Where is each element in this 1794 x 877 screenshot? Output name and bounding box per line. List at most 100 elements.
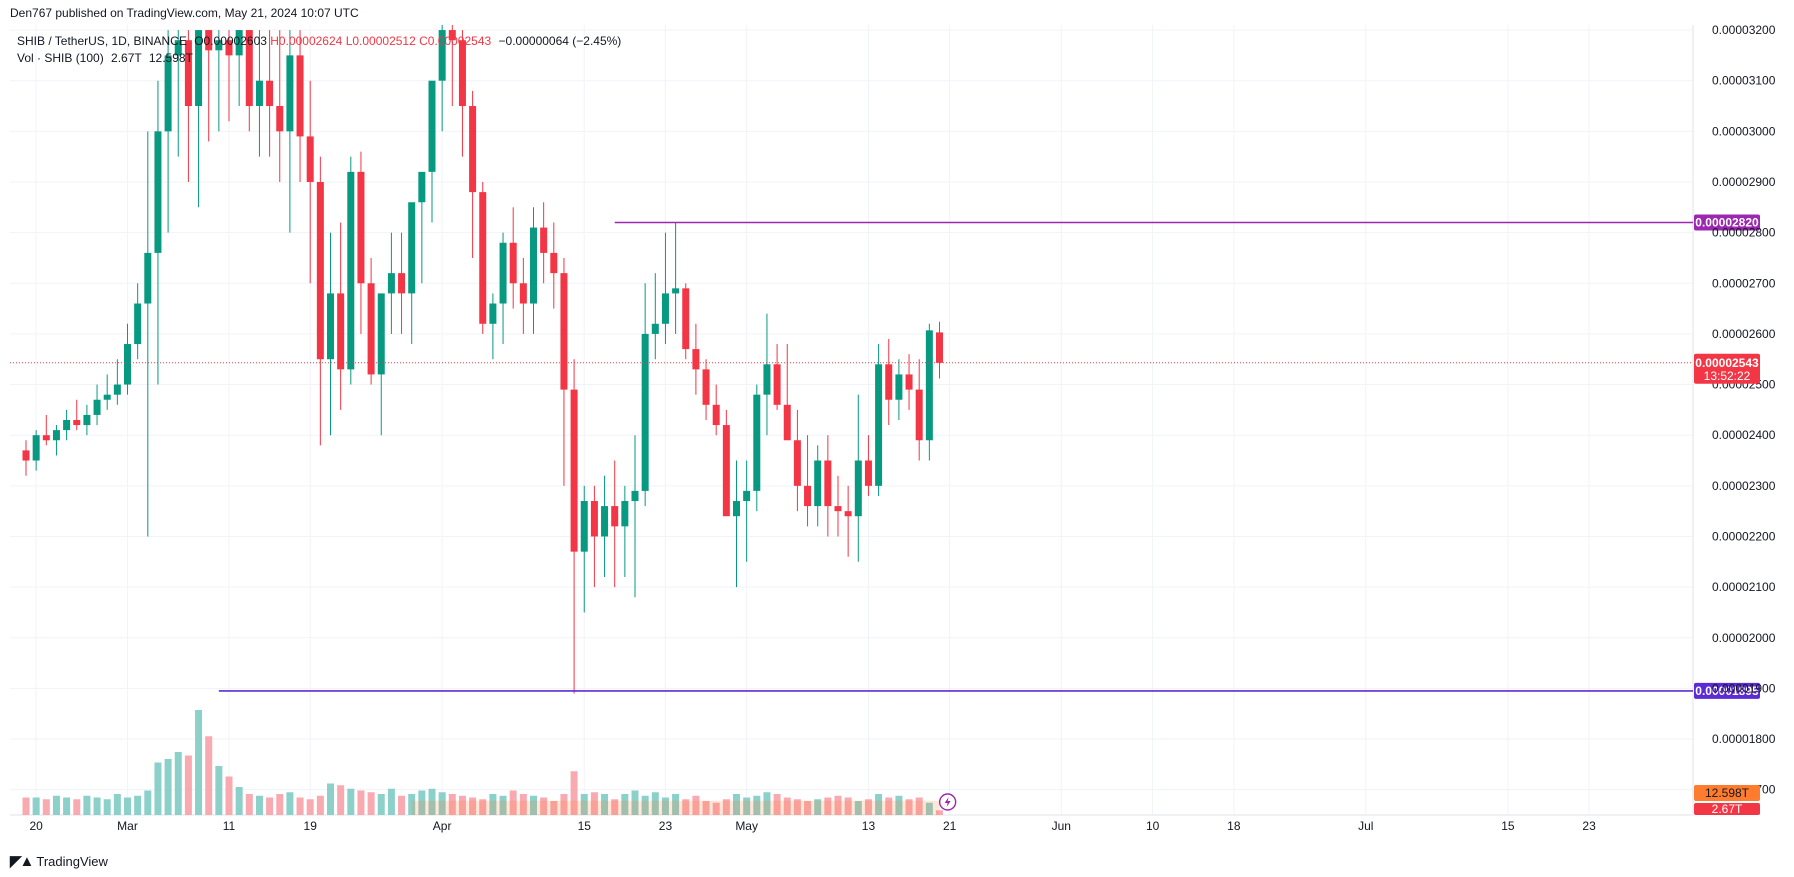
- candle-up: [215, 40, 223, 51]
- volume-bar: [458, 795, 466, 815]
- candle-down: [570, 389, 578, 552]
- volume-bar: [793, 799, 801, 815]
- volume-badge-value: 2.67T: [1712, 802, 1743, 816]
- candle-up: [651, 323, 659, 334]
- volume-bar: [377, 794, 385, 815]
- candle-up: [418, 171, 426, 203]
- date-axis-label: 19: [304, 819, 318, 833]
- publisher-line: Den767 published on TradingView.com, May…: [10, 6, 359, 20]
- price-axis-label: 0.00002900: [1712, 175, 1776, 189]
- candle-up: [580, 501, 588, 552]
- candle-down: [479, 192, 487, 324]
- last-price-value: 0.00002543: [1695, 356, 1759, 370]
- candle-down: [458, 40, 466, 107]
- candle-down: [702, 369, 710, 405]
- candle-down: [448, 30, 456, 41]
- candle-down: [793, 440, 801, 486]
- tradingview-brand: TradingView: [36, 853, 108, 869]
- tradingview-mark-icon: ◤▲: [10, 853, 34, 870]
- volume-bar: [885, 797, 893, 815]
- candle-up: [347, 171, 355, 370]
- volume-bar: [225, 776, 233, 815]
- date-axis-label: Mar: [117, 819, 138, 833]
- volume-bar: [469, 797, 477, 815]
- volume-ma-badge-value: 12.598T: [1705, 786, 1750, 800]
- volume-bar: [93, 797, 101, 815]
- volume-bar: [560, 794, 568, 815]
- volume-bar: [722, 799, 730, 815]
- candle-up: [925, 330, 933, 441]
- volume-bar: [661, 797, 669, 815]
- candle-down: [905, 374, 913, 390]
- candle-down: [266, 80, 274, 107]
- volume-bar: [702, 801, 710, 815]
- horizontal-level-price: 0.00002820: [1695, 216, 1759, 230]
- volume-bar: [641, 795, 649, 815]
- candle-down: [357, 171, 365, 284]
- volume-ma-band: [411, 800, 940, 815]
- symbol-label: SHIB / TetherUS, 1D, BINANCE: [17, 34, 187, 48]
- candle-up: [438, 30, 446, 81]
- candle-up: [814, 460, 822, 507]
- date-axis-label: Jun: [1052, 819, 1071, 833]
- volume-bar: [63, 797, 71, 815]
- candle-up: [743, 490, 751, 502]
- volume-bar: [590, 792, 598, 815]
- price-axis-label: 0.00002200: [1712, 529, 1776, 543]
- volume-bar: [854, 801, 862, 815]
- volume-bar: [347, 788, 355, 815]
- date-axis-label: 13: [862, 819, 876, 833]
- volume-bar: [408, 794, 416, 815]
- date-axis-label: May: [735, 819, 758, 833]
- candle-down: [560, 273, 568, 390]
- candle-down: [834, 506, 842, 512]
- volume-bar: [773, 794, 781, 815]
- date-axis-label: 23: [1582, 819, 1596, 833]
- candle-up: [52, 430, 60, 441]
- candle-down: [316, 181, 324, 360]
- candle-down: [509, 242, 517, 284]
- candle-down: [337, 293, 345, 370]
- price-axis-label: 0.00001800: [1712, 732, 1776, 746]
- volume-bar: [184, 755, 192, 815]
- tradingview-logo[interactable]: ◤▲ TradingView: [10, 852, 108, 870]
- candle-down: [844, 511, 852, 517]
- candle-up: [499, 242, 507, 304]
- volume-bar: [428, 788, 436, 815]
- candle-down: [783, 404, 791, 441]
- volume-bar: [103, 799, 111, 815]
- date-axis-label: 21: [943, 819, 957, 833]
- volume-legend-row[interactable]: Vol · SHIB (100) 2.67T 12.598T: [17, 50, 621, 67]
- volume-bar: [42, 799, 50, 815]
- volume-bar: [580, 794, 588, 815]
- candle-up: [428, 80, 436, 172]
- candle-up: [387, 273, 395, 294]
- candle-down: [73, 420, 81, 426]
- candle-up: [235, 30, 243, 56]
- price-axis-label: 0.00002800: [1712, 226, 1776, 240]
- candle-down: [205, 30, 213, 51]
- price-legend-row[interactable]: SHIB / TetherUS, 1D, BINANCE O0.00002603…: [17, 33, 621, 50]
- candle-down: [42, 435, 50, 441]
- date-axis-label: 15: [578, 819, 592, 833]
- chart-legend: SHIB / TetherUS, 1D, BINANCE O0.00002603…: [17, 33, 621, 67]
- volume-bar: [804, 801, 812, 815]
- volume-bar: [337, 785, 345, 815]
- horizontal-level-price: 0.00001895: [1695, 684, 1759, 698]
- date-axis-label: 15: [1501, 819, 1515, 833]
- candle-up: [489, 303, 497, 324]
- horizontal-level-badge: [1694, 214, 1760, 231]
- volume-bar: [113, 794, 121, 815]
- date-axis-label: 23: [659, 819, 673, 833]
- volume-bar: [306, 799, 314, 815]
- candle-up: [93, 399, 101, 415]
- candle-up: [32, 435, 40, 461]
- candle-up: [164, 55, 172, 132]
- volume-bar: [895, 795, 903, 815]
- candle-down: [306, 136, 314, 182]
- volume-bar: [245, 794, 253, 815]
- volume-bar: [936, 810, 943, 815]
- volume-bar: [154, 762, 162, 815]
- volume-bar: [509, 790, 517, 815]
